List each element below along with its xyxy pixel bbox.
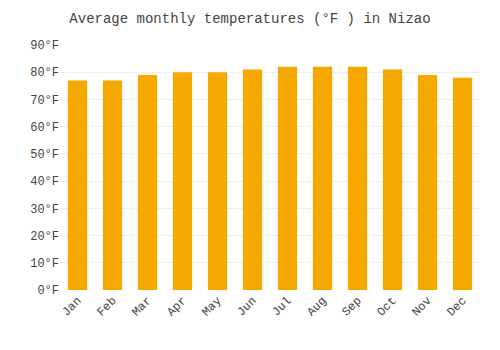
svg-text:0°F: 0°F xyxy=(37,284,59,298)
svg-text:Jun: Jun xyxy=(234,294,259,319)
svg-text:Dec: Dec xyxy=(444,294,469,319)
svg-text:Feb: Feb xyxy=(94,294,119,319)
svg-text:Aug: Aug xyxy=(304,294,329,319)
svg-text:30°F: 30°F xyxy=(30,203,59,217)
svg-text:Mar: Mar xyxy=(129,294,154,319)
svg-text:Sep: Sep xyxy=(339,294,364,319)
svg-text:60°F: 60°F xyxy=(30,121,59,135)
svg-text:Jan: Jan xyxy=(59,294,84,319)
svg-text:90°F: 90°F xyxy=(30,39,59,53)
svg-text:80°F: 80°F xyxy=(30,66,59,80)
svg-text:Average monthly temperatures (: Average monthly temperatures (°F ) in Ni… xyxy=(69,11,430,27)
svg-text:40°F: 40°F xyxy=(30,175,59,189)
svg-text:20°F: 20°F xyxy=(30,230,59,244)
svg-text:Oct: Oct xyxy=(374,294,399,319)
svg-text:Apr: Apr xyxy=(164,294,189,319)
svg-text:Jul: Jul xyxy=(269,294,294,319)
svg-text:10°F: 10°F xyxy=(30,257,59,271)
svg-text:70°F: 70°F xyxy=(30,94,59,108)
svg-text:Nov: Nov xyxy=(409,294,434,319)
svg-text:50°F: 50°F xyxy=(30,148,59,162)
svg-text:May: May xyxy=(199,294,224,319)
